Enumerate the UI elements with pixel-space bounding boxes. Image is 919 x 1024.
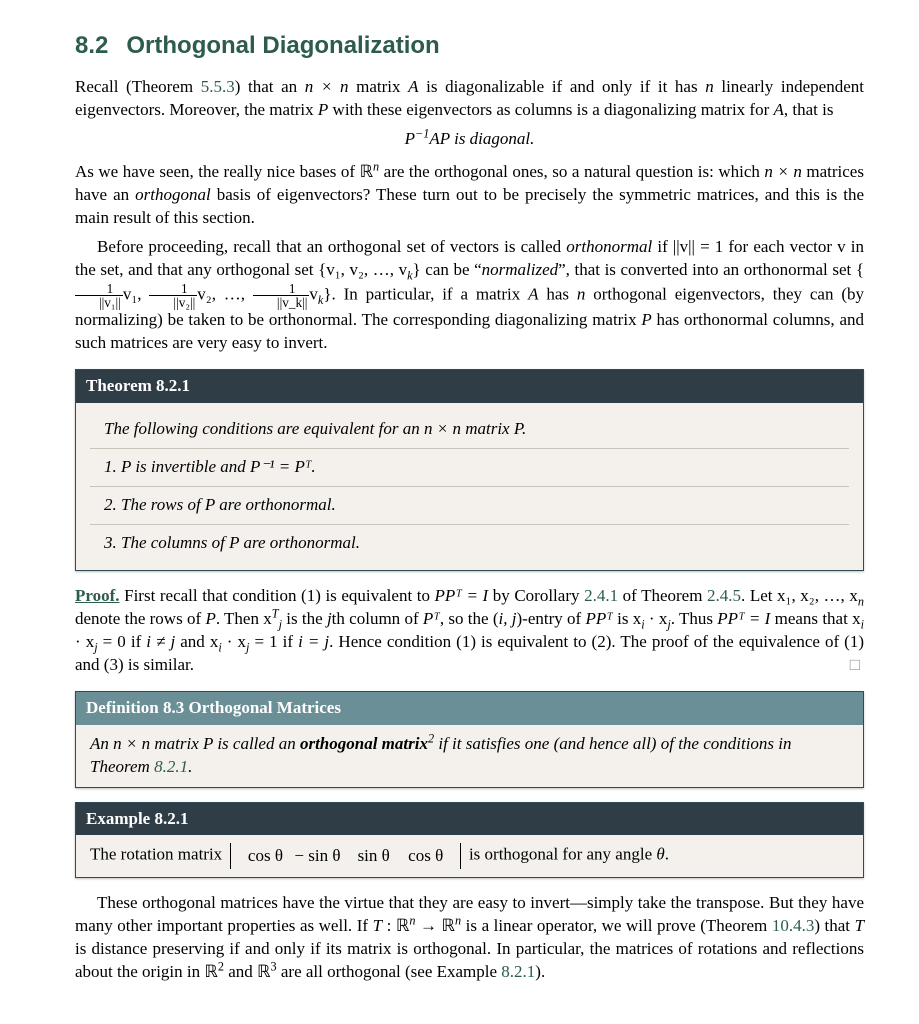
theorem-head: Theorem 8.2.1 <box>76 370 863 403</box>
qed-icon: □ <box>850 654 860 677</box>
theorem-box: Theorem 8.2.1 The following conditions a… <box>75 369 864 571</box>
proof-head: Proof. <box>75 586 120 605</box>
theorem-ref-4[interactable]: 10.4.3 <box>772 916 815 935</box>
theorem-item-1: 1. P is invertible and P⁻¹ = Pᵀ. <box>90 448 849 486</box>
example-body: The rotation matrix cos θ− sin θ sin θco… <box>76 835 863 876</box>
rotation-matrix: cos θ− sin θ sin θcos θ <box>230 843 460 868</box>
theorem-ref[interactable]: 5.5.3 <box>201 77 235 96</box>
theorem-ref-2[interactable]: 2.4.5 <box>707 586 741 605</box>
section-heading: 8.2 Orthogonal Diagonalization <box>75 30 864 62</box>
definition-head: Definition 8.3 Orthogonal Matrices <box>76 692 863 725</box>
closing-paragraph: These orthogonal matrices have the virtu… <box>75 892 864 984</box>
proof-paragraph: Proof. First recall that condition (1) i… <box>75 585 864 677</box>
theorem-lead: The following conditions are equivalent … <box>90 411 849 448</box>
theorem-ref-3[interactable]: 8.2.1 <box>154 757 188 776</box>
definition-body: An n × n matrix P is called an orthogona… <box>76 725 863 787</box>
display-equation: P−1AP is diagonal. <box>75 128 864 151</box>
section-title: Orthogonal Diagonalization <box>126 32 439 59</box>
theorem-body: The following conditions are equivalent … <box>76 403 863 570</box>
section-number: 8.2 <box>75 32 108 59</box>
intro-paragraph: Recall (Theorem 5.5.3) that an n × n mat… <box>75 76 864 122</box>
paragraph-3: Before proceeding, recall that an orthog… <box>75 236 864 355</box>
example-head: Example 8.2.1 <box>76 803 863 836</box>
example-ref[interactable]: 8.2.1 <box>501 962 535 981</box>
paragraph-2: As we have seen, the really nice bases o… <box>75 161 864 230</box>
theorem-item-3: 3. The columns of P are orthonormal. <box>90 524 849 562</box>
corollary-ref[interactable]: 2.4.1 <box>584 586 618 605</box>
example-box: Example 8.2.1 The rotation matrix cos θ−… <box>75 802 864 878</box>
theorem-item-2: 2. The rows of P are orthonormal. <box>90 486 849 524</box>
definition-box: Definition 8.3 Orthogonal Matrices An n … <box>75 691 864 788</box>
